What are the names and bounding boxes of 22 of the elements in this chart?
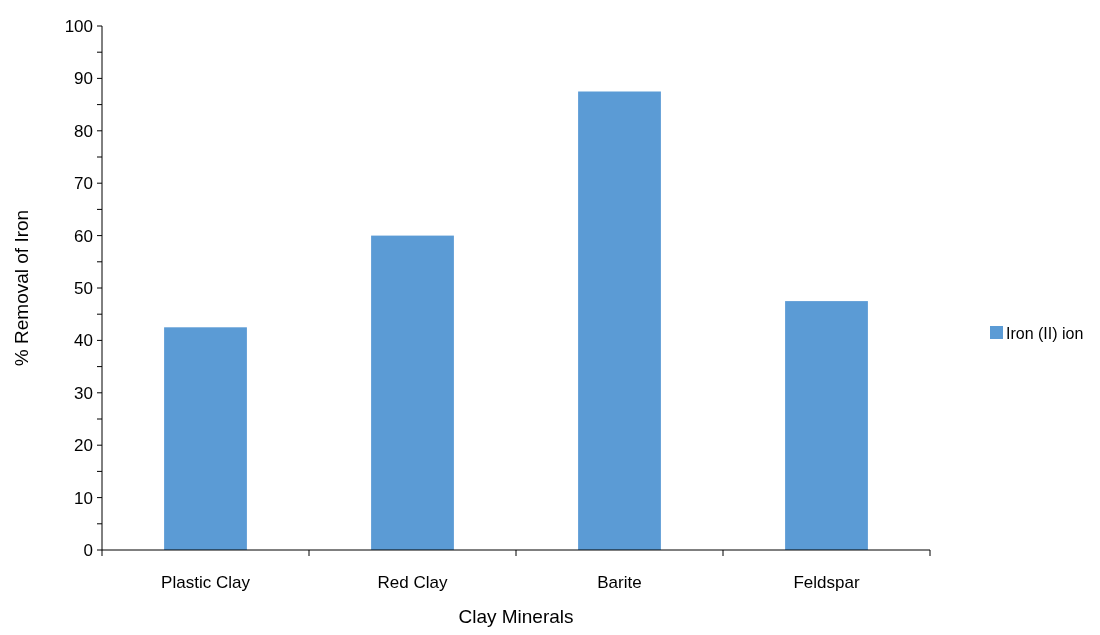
bar — [785, 301, 868, 550]
y-tick-label: 100 — [64, 16, 93, 36]
x-tick-label: Feldspar — [793, 573, 860, 592]
y-axis-title: % Removal of Iron — [11, 209, 32, 367]
x-axis-title: Clay Minerals — [458, 606, 574, 627]
bar — [371, 235, 454, 550]
x-tick-label: Plastic Clay — [161, 573, 251, 592]
bar — [578, 91, 661, 550]
legend-label: Iron (II) ion — [1006, 324, 1084, 342]
y-tick-label: 60 — [74, 226, 93, 246]
y-tick-label: 90 — [74, 69, 93, 89]
y-tick-label: 50 — [74, 278, 93, 298]
y-tick-label: 10 — [74, 488, 93, 508]
x-tick-label: Red Clay — [377, 573, 448, 592]
y-tick-label: 40 — [74, 331, 93, 351]
y-tick-label: 30 — [74, 383, 93, 403]
y-tick-label: 0 — [83, 540, 93, 560]
y-tick-label: 70 — [74, 174, 93, 194]
y-tick-label: 20 — [74, 436, 93, 456]
y-tick-label: 80 — [74, 121, 93, 141]
x-tick-label: Barite — [597, 573, 642, 592]
bar — [164, 327, 247, 550]
